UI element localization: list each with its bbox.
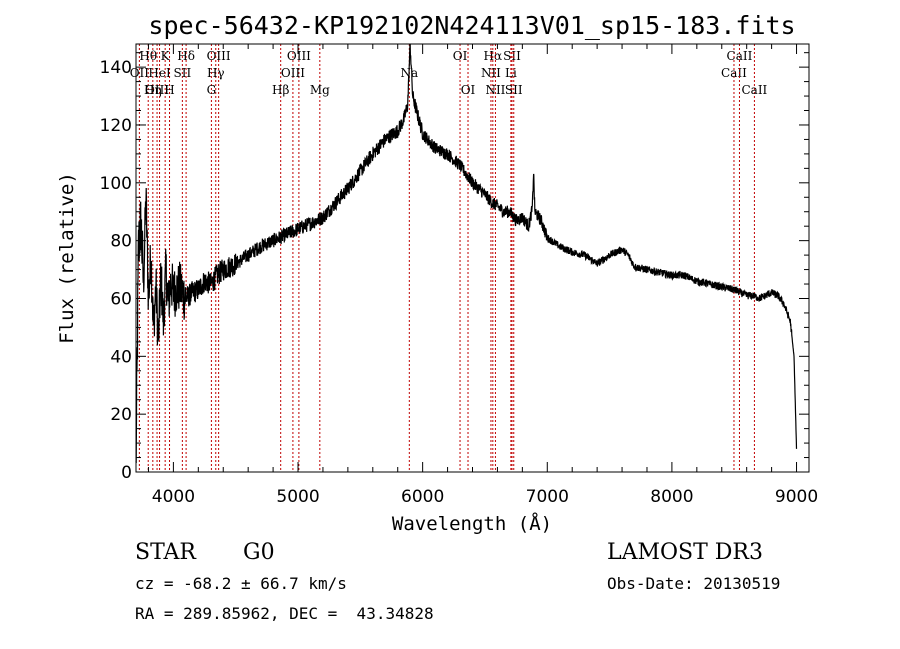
line-marker-label: OIII bbox=[287, 49, 311, 63]
survey-name: LAMOST DR3 bbox=[607, 540, 763, 565]
line-marker-label: SII bbox=[505, 83, 523, 97]
line-marker-label: Hβ bbox=[272, 83, 289, 97]
line-marker-label: CaII bbox=[727, 49, 753, 63]
x-tick-label: 8000 bbox=[650, 487, 693, 507]
x-tick-label: 4000 bbox=[152, 487, 195, 507]
y-tick-label: 20 bbox=[110, 405, 132, 425]
line-marker-label: Hα bbox=[484, 49, 503, 63]
line-marker-label: SII bbox=[503, 49, 521, 63]
line-marker-label: OIII bbox=[207, 49, 231, 63]
line-marker-label: Li bbox=[505, 66, 517, 80]
line-marker-label: K bbox=[161, 49, 171, 63]
y-tick-label: 100 bbox=[100, 174, 132, 194]
x-tick-labels: 4000 5000 6000 7000 8000 9000 bbox=[152, 487, 818, 507]
y-tick-labels: 0 20 40 60 80 100 120 140 bbox=[100, 58, 132, 483]
x-axis-label: Wavelength (Å) bbox=[392, 512, 552, 535]
line-marker-label: OII bbox=[130, 66, 150, 80]
line-marker-label: OI bbox=[461, 83, 476, 97]
line-marker-label: G bbox=[207, 83, 217, 97]
y-tick-label: 0 bbox=[121, 463, 132, 483]
y-tick-label: 120 bbox=[100, 116, 132, 136]
object-subclass: G0 bbox=[243, 540, 275, 565]
line-marker-label: Hδ bbox=[177, 49, 195, 63]
line-marker-label: Mg bbox=[310, 83, 330, 97]
line-marker-label: Hγ bbox=[207, 66, 225, 80]
line-marker-label: Hη bbox=[144, 83, 162, 97]
object-class: STAR bbox=[135, 540, 196, 565]
plot-frame bbox=[135, 43, 810, 473]
x-tick-label: 5000 bbox=[276, 487, 319, 507]
chart-title: spec-56432-KP192102N424113V01_sp15-183.f… bbox=[148, 11, 795, 40]
line-marker-label: NII bbox=[485, 83, 505, 97]
line-marker-label: OIII bbox=[145, 83, 169, 97]
y-tick-label: 60 bbox=[110, 289, 132, 309]
line-marker-label: OI bbox=[453, 49, 468, 63]
line-marker-label: OIII bbox=[281, 66, 305, 80]
line-marker-label: HeI bbox=[148, 66, 171, 80]
line-marker-label: CaII bbox=[741, 83, 767, 97]
y-axis-label: Flux (relative) bbox=[56, 172, 78, 344]
line-marker-label: Hθ bbox=[139, 49, 157, 63]
coordinates: RA = 289.85962, DEC = 43.34828 bbox=[135, 604, 434, 623]
y-tick-label: 80 bbox=[110, 232, 132, 252]
x-tick-label: 9000 bbox=[775, 487, 818, 507]
line-marker-label: NII bbox=[481, 66, 501, 80]
line-marker-label: H bbox=[164, 83, 174, 97]
redshift-cz: cz = -68.2 ± 66.7 km/s bbox=[135, 574, 347, 593]
observation-date: Obs-Date: 20130519 bbox=[607, 574, 781, 593]
y-tick-label: 140 bbox=[100, 58, 132, 78]
spectrum-line bbox=[135, 43, 798, 464]
x-tick-label: 7000 bbox=[526, 487, 569, 507]
x-tick-label: 6000 bbox=[401, 487, 444, 507]
y-tick-label: 40 bbox=[110, 347, 132, 367]
line-marker-label: SII bbox=[174, 66, 192, 80]
line-marker-label: CaII bbox=[721, 66, 747, 80]
